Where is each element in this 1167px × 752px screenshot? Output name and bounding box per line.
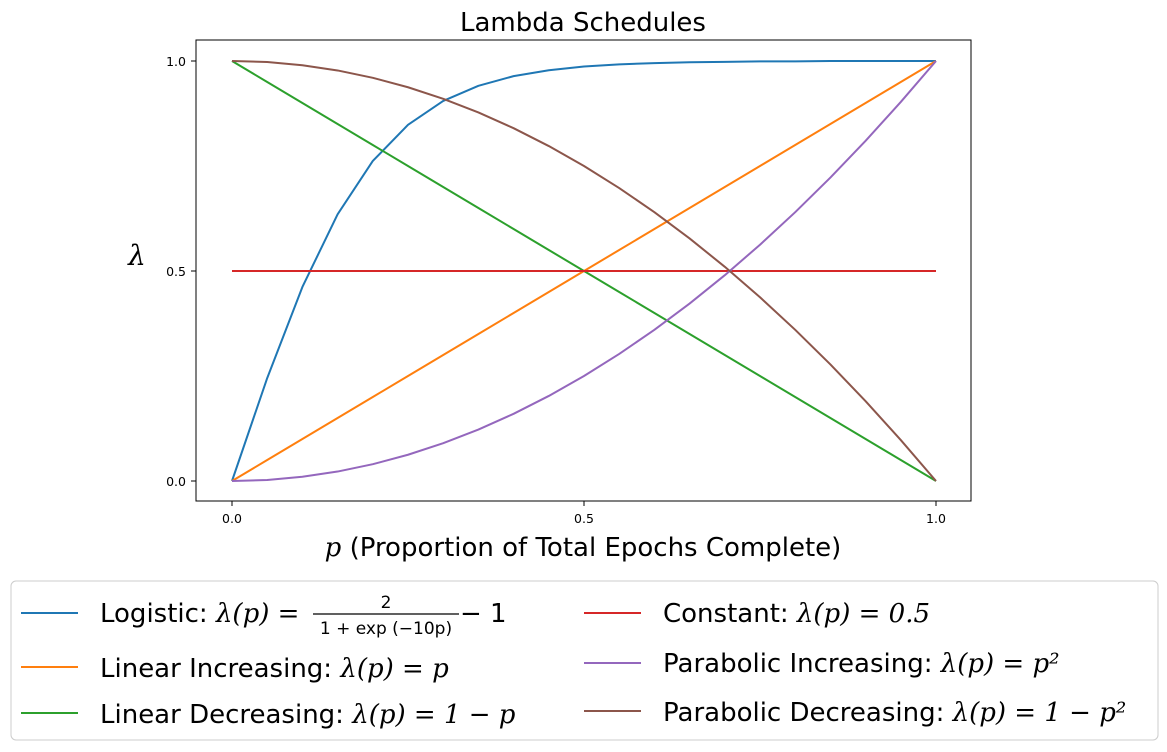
legend-label-parabolic-decreasing: Parabolic Decreasing: λ(p) = 1 − p² <box>663 698 1126 728</box>
legend-frac-numerator: 2 <box>381 593 392 613</box>
legend-label-linear-decreasing: Linear Decreasing: λ(p) = 1 − p <box>100 700 516 730</box>
series-layer <box>231 60 937 482</box>
y-axis: 0.0 0.5 1.0 <box>166 54 196 489</box>
y-axis-label: λ <box>127 239 146 272</box>
legend-label-logistic-tail: − 1 <box>460 599 507 629</box>
series-line-parabolic-decreasing <box>231 60 937 482</box>
x-axis-label-var: p <box>325 533 342 563</box>
series-line-parabolic-increasing <box>231 60 937 482</box>
series-line-logistic <box>231 60 936 482</box>
y-tick-label: 0.0 <box>166 474 186 489</box>
legend-label-parabolic-increasing: Parabolic Increasing: λ(p) = p² <box>663 649 1060 679</box>
chart-title: Lambda Schedules <box>460 8 706 38</box>
legend-label-constant: Constant: λ(p) = 0.5 <box>663 599 930 629</box>
legend-label-logistic: Logistic: λ(p) = <box>100 599 299 629</box>
x-axis-label-text: (Proportion of Total Epochs Complete) <box>350 533 842 563</box>
x-axis-label: p (Proportion of Total Epochs Complete) <box>325 533 842 563</box>
legend: Logistic: λ(p) = 2 1 + exp (−10p) − 1 Li… <box>10 580 1159 741</box>
x-tick-label: 1.0 <box>926 511 946 526</box>
x-tick-label: 0.5 <box>574 511 594 526</box>
x-axis: 0.0 0.5 1.0 <box>222 501 946 526</box>
legend-label-linear-increasing: Linear Increasing: λ(p) = p <box>100 654 449 684</box>
y-tick-label: 1.0 <box>166 54 186 69</box>
y-tick-label: 0.5 <box>166 264 186 279</box>
legend-frame <box>10 580 1159 741</box>
x-tick-label: 0.0 <box>222 511 242 526</box>
legend-frac-denominator: 1 + exp (−10p) <box>320 619 452 639</box>
